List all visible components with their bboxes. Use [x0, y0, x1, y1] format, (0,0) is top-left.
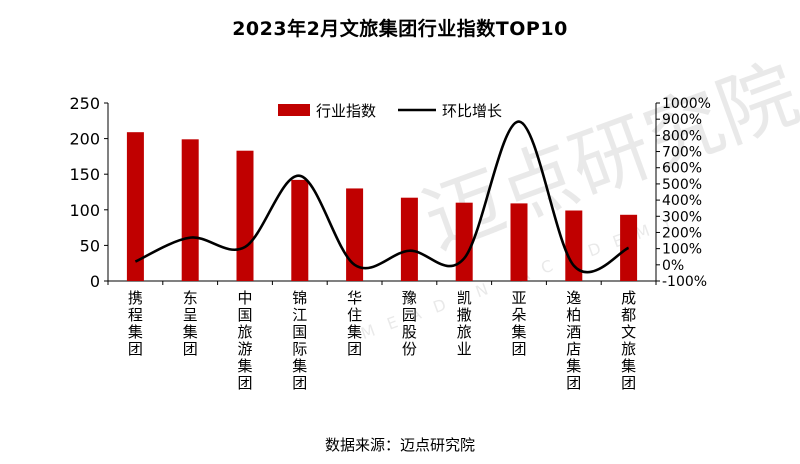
- y-left-tick-label: 200: [69, 130, 100, 149]
- x-tick-label: 华住集团: [347, 289, 362, 358]
- y-right-tick-label: 600%: [662, 161, 702, 177]
- x-tick-label: 凯撒旅业: [457, 289, 472, 358]
- x-tick-label: 亚朵集团: [511, 289, 526, 358]
- line-series: [134, 120, 630, 274]
- bar: [346, 188, 364, 281]
- legend: 行业指数 环比增长: [278, 102, 502, 120]
- bar: [236, 150, 254, 281]
- bar: [455, 202, 473, 281]
- bar: [291, 179, 309, 281]
- legend-bar-swatch: [278, 104, 310, 116]
- y-right-tick-label: 100%: [662, 242, 702, 258]
- x-tick-label: 豫园股份: [402, 289, 417, 358]
- y-right-tick-label: 1000%: [662, 96, 711, 112]
- y-right-tick-label: 800%: [662, 128, 702, 144]
- x-tick-label: 成都文旅集团: [621, 289, 636, 392]
- legend-bar-label: 行业指数: [316, 102, 376, 120]
- y-left-tick-label: 250: [69, 94, 100, 113]
- growth-line: [134, 120, 630, 274]
- x-tick-label: 逸柏酒店集团: [566, 289, 581, 392]
- bar: [126, 132, 144, 281]
- x-tick-label: 锦江国际集团: [292, 289, 307, 392]
- bar: [400, 197, 418, 281]
- axes: 0 50 100 150 200 250 -100%0%100%200%300%400%50…: [69, 94, 710, 291]
- chart-title: 2023年2月文旅集团行业指数TOP10: [232, 18, 568, 40]
- x-tick-label: 东呈集团: [183, 289, 198, 358]
- y-right-tick-label: 900%: [662, 112, 702, 128]
- y-right-tick-label: 500%: [662, 177, 702, 193]
- legend-line-label: 环比增长: [442, 102, 502, 120]
- y-left-tick-label: 100: [69, 201, 100, 220]
- bar: [510, 203, 528, 281]
- y-right-tick-label: 400%: [662, 193, 702, 209]
- y-left-tick-label: 50: [80, 236, 100, 255]
- bar: [565, 210, 583, 281]
- x-axis-labels: 携程集团 东呈集团 中国旅游集团 锦江国际集团 华住集团 豫园股份 凯撒旅业 亚朵集团 逸柏酒店…: [128, 289, 636, 392]
- source-note: 数据来源：迈点研究院: [324, 436, 475, 454]
- y-right-tick-label: -100%: [662, 274, 707, 290]
- y-right-tick-label: 700%: [662, 145, 702, 161]
- y-left-tick-label: 0: [90, 272, 100, 291]
- x-tick-label: 携程集团: [128, 289, 143, 358]
- y-left-tick-label: 150: [69, 165, 100, 184]
- y-right-tick-label: 200%: [662, 225, 702, 241]
- y-right-tick-label: 300%: [662, 209, 702, 225]
- x-tick-label: 中国旅游集团: [237, 289, 252, 392]
- y-right-tick-label: 0%: [662, 258, 684, 274]
- bar: [181, 139, 199, 281]
